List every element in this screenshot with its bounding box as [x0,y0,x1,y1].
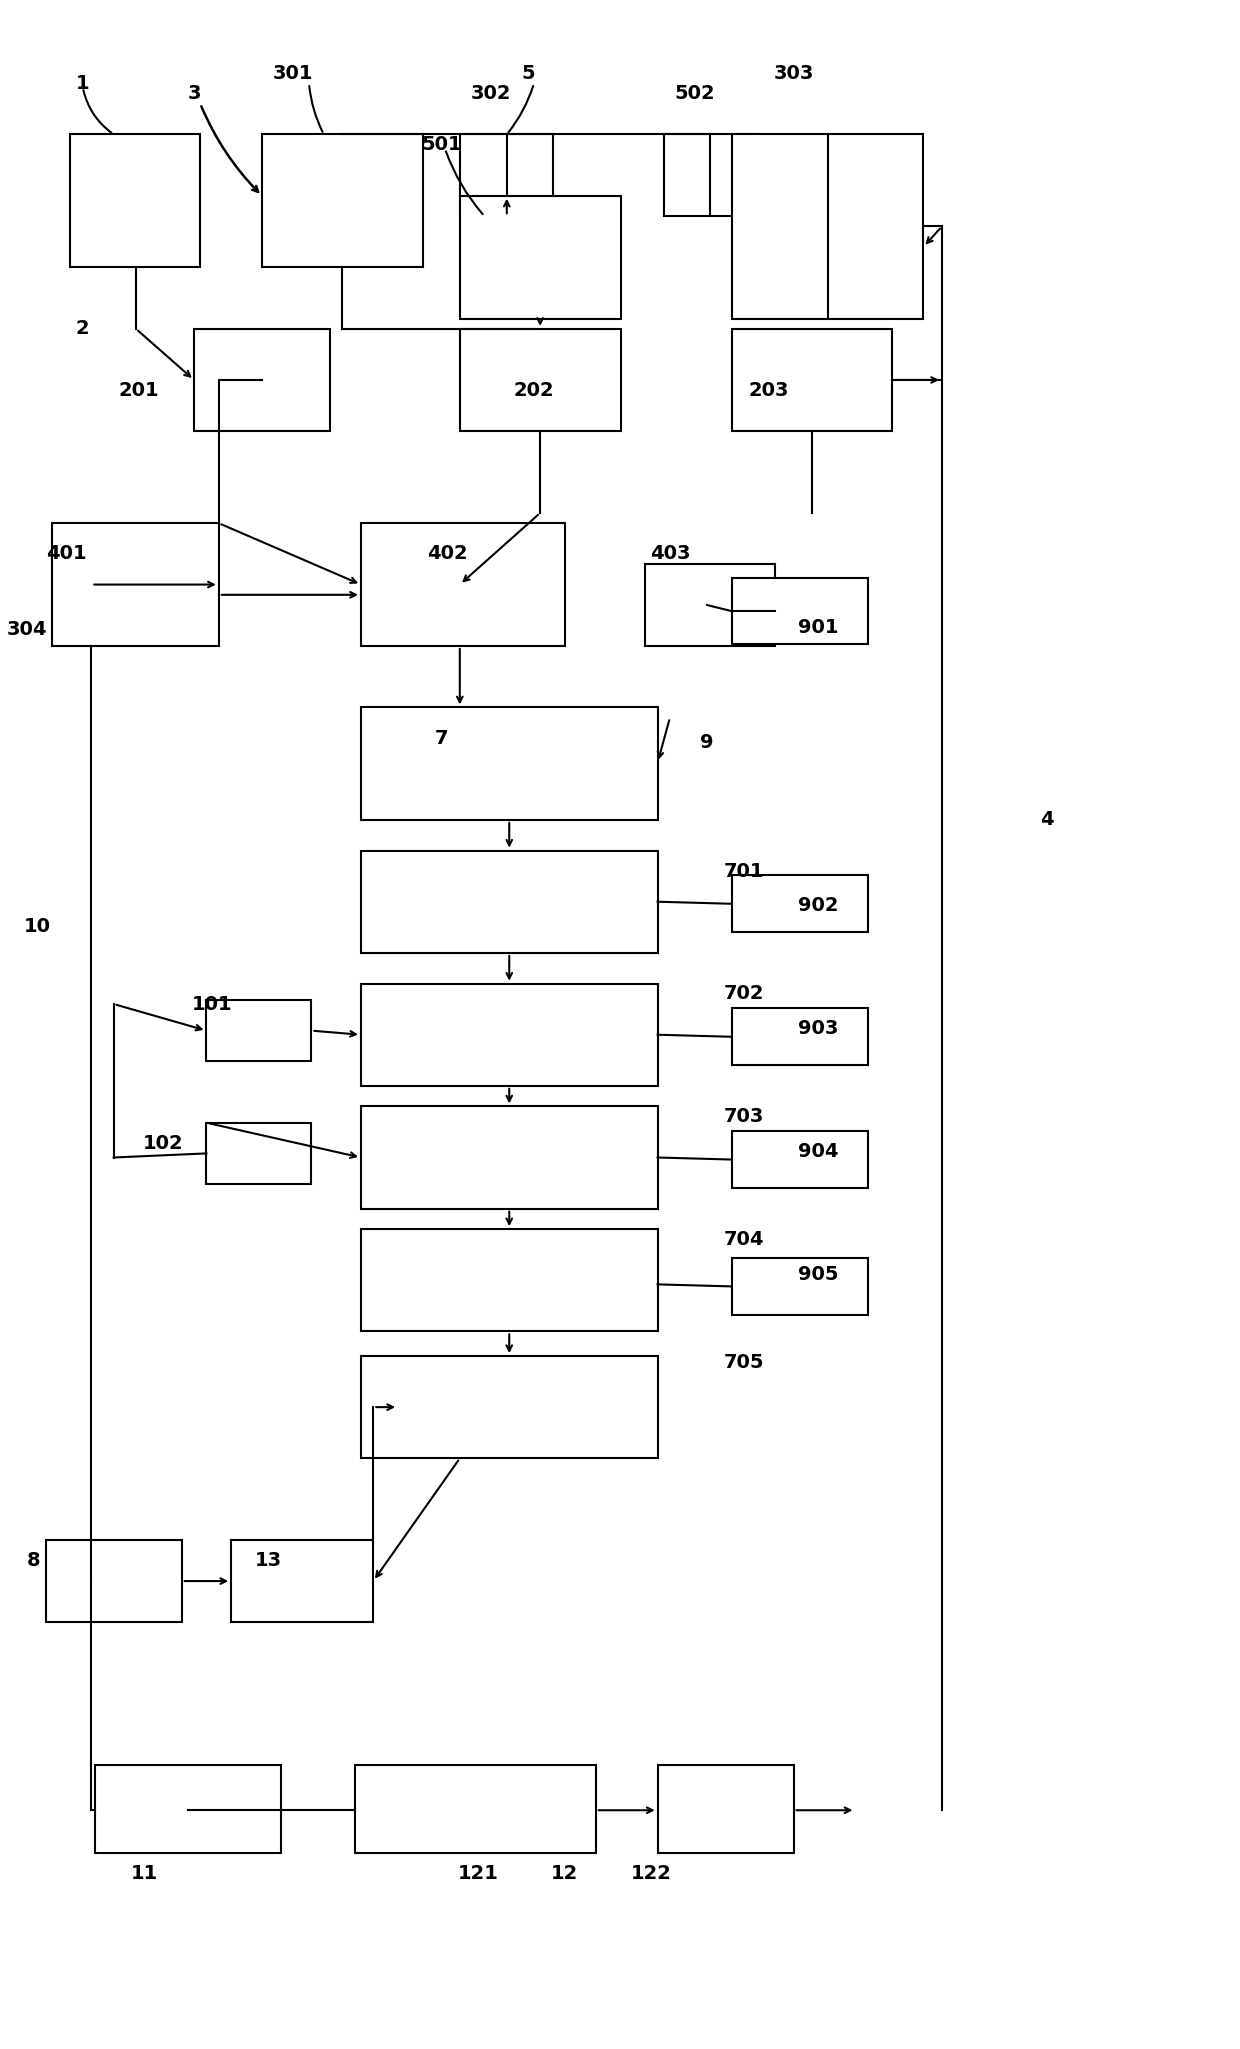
Text: 501: 501 [420,135,461,154]
Bar [95,1766,280,1852]
Bar [732,1131,868,1188]
Text: 302: 302 [470,84,511,102]
Bar [262,135,423,268]
Text: 502: 502 [675,84,715,102]
Text: 701: 701 [724,861,764,881]
Bar [46,1541,182,1623]
Text: 9: 9 [701,734,714,752]
Bar [732,328,893,430]
Bar [361,707,657,820]
Bar [732,135,924,318]
Bar [361,1106,657,1209]
Text: 401: 401 [46,545,87,563]
Text: 904: 904 [799,1141,838,1162]
Bar [231,1541,373,1623]
Bar [732,875,868,932]
Text: 703: 703 [724,1106,764,1127]
Bar [355,1766,595,1852]
Text: 203: 203 [749,381,789,400]
Text: 121: 121 [458,1865,498,1883]
Bar [52,522,218,645]
Text: 8: 8 [26,1551,40,1570]
Text: 903: 903 [799,1018,838,1039]
Bar [361,1356,657,1459]
Bar [460,328,620,430]
Bar [361,850,657,953]
Text: 13: 13 [254,1551,281,1570]
Text: 301: 301 [273,64,314,82]
Text: 902: 902 [799,895,838,916]
Bar [361,522,565,645]
Text: 705: 705 [724,1352,764,1371]
Text: 702: 702 [724,984,764,1004]
Text: 4: 4 [1040,809,1054,830]
Bar [206,1000,311,1061]
Text: 905: 905 [799,1264,838,1283]
Bar [460,135,553,217]
Bar [71,135,200,268]
Bar [206,1123,311,1184]
Bar [732,1258,868,1315]
Text: 303: 303 [774,64,813,82]
Text: 12: 12 [552,1865,579,1883]
Bar [361,984,657,1086]
Text: 7: 7 [434,729,448,748]
Bar [361,1229,657,1332]
Bar [732,578,868,643]
Text: 3: 3 [187,84,201,102]
Text: 704: 704 [724,1229,764,1248]
Bar [193,328,330,430]
Text: 201: 201 [118,381,159,400]
Text: 122: 122 [631,1865,672,1883]
Text: 11: 11 [131,1865,159,1883]
Text: 402: 402 [427,545,467,563]
Text: 403: 403 [650,545,691,563]
Text: 101: 101 [192,994,233,1014]
Bar [657,1766,794,1852]
Text: 102: 102 [143,1133,184,1154]
Bar [460,197,620,318]
Bar [732,1008,868,1065]
Text: 304: 304 [7,621,47,639]
Text: 5: 5 [521,64,534,82]
Text: 202: 202 [513,381,554,400]
Text: 2: 2 [76,320,89,338]
Bar [645,563,775,645]
Text: 1: 1 [76,74,89,92]
Text: 901: 901 [799,619,838,637]
Bar [663,135,756,217]
Text: 10: 10 [24,916,51,936]
